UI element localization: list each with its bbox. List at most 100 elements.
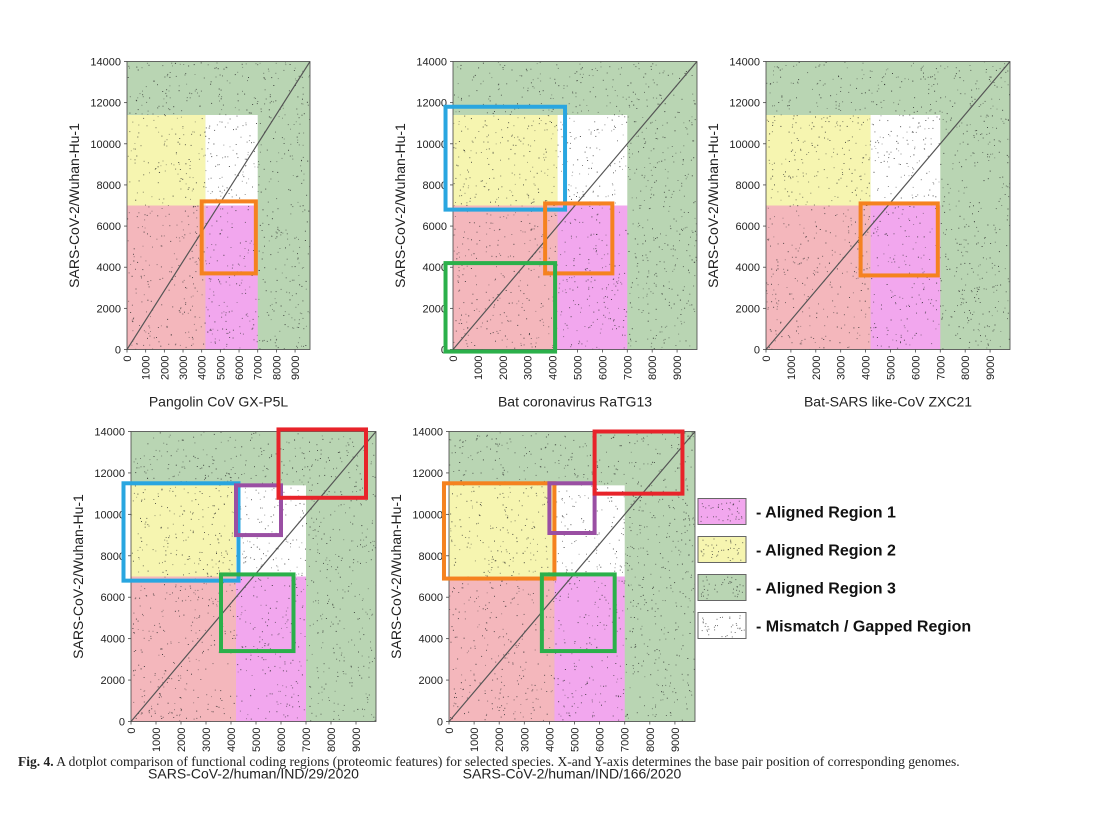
legend-swatch [697,612,747,639]
x-tick-label: 3000 [519,728,531,752]
x-tick-label: 0 [448,356,460,362]
region-aligned-region-2 [449,485,555,577]
legend-entry: - Aligned Region 3 [697,574,896,601]
highlight-box-blue [121,481,241,583]
highlight-box-orange [441,481,557,581]
legend-swatch [697,574,747,601]
y-tick-label: 6000 [419,592,443,604]
x-tick-label: 8000 [271,356,283,380]
x-tick-label: 6000 [597,356,609,380]
y-tick-label: 10000 [729,139,760,151]
y-tick-label: 12000 [416,98,447,110]
y-tick-label: 0 [754,345,760,357]
legend-label: - Aligned Region 1 [756,505,896,522]
legend-label: - Aligned Region 3 [756,581,896,598]
y-tick-label: 12000 [412,468,443,480]
x-axis-label: SARS-CoV-2/human/IND/29/2020 [148,766,359,782]
region-mismatch [870,114,941,206]
dotplot-panel-5: 0 2000 4000 6000 8000 10000 12000 14000 0 1000 200… [388,427,696,782]
y-tick-label: 10000 [412,509,443,521]
region-aligned-red-zone [131,576,236,722]
x-tick-label: 7000 [935,356,947,380]
x-tick-label: 8000 [647,356,659,380]
y-axis-label: SARS-CoV-2/Wuhan-Hu-1 [388,494,404,659]
figure-caption: Fig. 4. A dotplot comparison of function… [18,752,1088,771]
plot-frame [452,61,698,350]
x-tick-label: 1000 [786,356,798,380]
legend-entry: - Mismatch / Gapped Region [697,612,971,639]
y-tick-label: 0 [119,717,125,729]
x-tick-label: 5000 [251,728,263,752]
x-tick-label: 6000 [910,356,922,380]
x-tick-label: 1000 [151,728,163,752]
legend: - Aligned Region 1 - Aligned Region 2 - Al… [697,498,971,639]
region-aligned-region-2 [131,485,236,577]
plot-area [449,431,695,722]
plot-frame [448,431,696,722]
x-tick-label: 7000 [301,728,313,752]
x-tick-label: 2000 [159,356,171,380]
y-tick-label: 4000 [97,262,121,274]
x-tick-label: 2000 [498,355,510,379]
region-mismatch [205,114,258,206]
y-tick-label: 6000 [736,221,760,233]
y-tick-label: 6000 [423,221,447,233]
legend-label: - Aligned Region 2 [756,543,896,560]
y-tick-label: 2000 [736,303,760,315]
x-tick-label: 3000 [836,356,848,380]
x-tick-label: 8000 [960,356,972,380]
x-tick-label: 4000 [861,356,873,380]
x-tick-label: 6000 [276,728,288,752]
legend-entry: - Aligned Region 1 [697,498,896,525]
x-tick-label: 3000 [523,356,535,380]
x-tick-label: 1000 [469,728,481,752]
x-tick-label: 2000 [176,728,188,752]
x-tick-label: 4000 [548,356,560,380]
plot-area [766,61,1010,350]
x-tick-label: 5000 [215,356,227,380]
plot-area [127,61,310,350]
highlight-box-green [219,572,296,654]
highlight-box-blue [443,104,568,212]
highlight-box-red [276,427,368,500]
x-tick-label: 3000 [201,728,213,752]
y-axis-label: SARS-CoV-2/Wuhan-Hu-1 [392,123,408,288]
x-axis-label: SARS-CoV-2/human/IND/166/2020 [463,766,682,782]
y-tick-label: 14000 [416,57,447,69]
x-axis-label: Pangolin CoV GX-P5L [149,394,289,410]
y-tick-label: 10000 [90,139,121,151]
dotplot-panel-4: 0 2000 4000 6000 8000 10000 12000 14000 0 1000 200… [70,427,377,782]
region-aligned-region-1 [870,205,941,350]
y-tick-label: 8000 [101,551,125,563]
y-tick-label: 2000 [423,303,447,315]
x-tick-label: 5000 [572,356,584,380]
y-tick-label: 4000 [101,634,125,646]
highlight-box-orange [858,201,940,278]
y-tick-label: 14000 [94,427,125,439]
x-tick-label: 6000 [234,356,246,380]
legend-swatch-texture [700,538,744,561]
y-tick-label: 4000 [419,634,443,646]
region-mismatch [236,485,306,577]
x-tick-label: 4000 [197,356,209,380]
alignment-diagonal [127,61,310,350]
x-tick-label: 5000 [885,356,897,380]
alignment-diagonal [453,61,697,350]
region-aligned-red-zone [449,576,555,722]
x-tick-label: 1000 [473,356,485,380]
y-tick-label: 2000 [97,303,121,315]
dotplot-panel-1: 0 2000 4000 6000 8000 10000 12000 14000 0 1000 200… [66,57,311,410]
legend-entry: - Aligned Region 2 [697,536,896,563]
x-axis-label: Bat coronavirus RaTG13 [498,394,652,410]
alignment-diagonal [131,431,376,722]
plot-area [453,61,697,350]
y-tick-label: 14000 [412,427,443,439]
legend-label: - Mismatch / Gapped Region [756,619,971,636]
x-tick-label: 2000 [494,728,506,752]
highlight-box-orange [543,201,615,276]
y-tick-label: 0 [115,345,121,357]
legend-swatch [697,498,747,525]
x-tick-label: 3000 [178,356,190,380]
y-tick-label: 4000 [423,262,447,274]
